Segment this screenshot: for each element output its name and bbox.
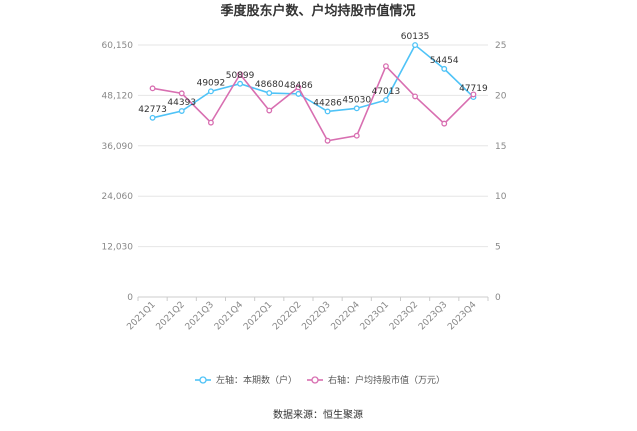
x-tick-label: 2021Q1 — [125, 300, 157, 332]
series-line-market-value — [152, 64, 474, 142]
grid-lines — [138, 44, 488, 298]
legend-item-holders[interactable]: 左轴：本期数（户） — [195, 374, 297, 386]
right-tick-label: 20 — [495, 91, 507, 101]
left-tick-label: 60,150 — [102, 41, 134, 51]
left-tick-label: 24,060 — [102, 192, 134, 202]
left-axis-ticks: 0 12,030 24,060 36,090 48,120 60,150 — [102, 41, 134, 303]
left-tick-label: 12,030 — [102, 243, 134, 253]
data-point — [237, 71, 244, 78]
right-tick-label: 5 — [495, 243, 501, 253]
data-point — [382, 97, 389, 103]
data-point — [295, 90, 302, 97]
legend-label: 右轴：户均持股市值（万元） — [328, 374, 445, 386]
data-point — [441, 120, 448, 127]
data-point — [207, 88, 214, 95]
right-tick-label: 15 — [495, 142, 506, 152]
left-tick-label: 0 — [127, 293, 133, 303]
legend-marker-icon — [199, 376, 207, 384]
data-point — [324, 108, 331, 115]
data-point — [149, 85, 156, 92]
legend[interactable]: 左轴：本期数（户） 右轴：户均持股市值（万元） — [195, 374, 445, 386]
x-tick-label: 2023Q3 — [417, 300, 449, 332]
data-label: 44393 — [167, 98, 196, 108]
data-point — [382, 63, 389, 70]
x-tick-label: 2021Q4 — [213, 300, 246, 333]
x-tick-label: 2022Q3 — [300, 300, 332, 332]
data-label: 44286 — [313, 98, 342, 108]
data-point — [470, 91, 477, 98]
data-label: 45030 — [342, 95, 371, 105]
data-point — [266, 90, 273, 97]
series-line-holders — [152, 43, 474, 119]
right-axis-ticks: 0 5 10 15 20 25 — [495, 41, 507, 303]
data-point — [178, 90, 185, 97]
left-tick-label: 48,120 — [102, 91, 134, 101]
data-label: 50899 — [226, 71, 255, 81]
right-tick-label: 10 — [495, 192, 507, 202]
data-label: 48486 — [284, 81, 313, 91]
legend-label: 左轴：本期数（户） — [216, 374, 297, 386]
right-tick-label: 25 — [495, 41, 506, 51]
x-tick-label: 2023Q4 — [446, 300, 479, 333]
data-label: 60135 — [401, 32, 430, 42]
data-point — [353, 132, 360, 139]
x-tick-label: 2022Q2 — [271, 300, 303, 332]
source-note: 数据来源：恒生聚源 — [273, 408, 363, 421]
left-tick-label: 36,090 — [102, 142, 134, 152]
x-tick-label: 2021Q3 — [184, 300, 216, 332]
right-tick-label: 0 — [495, 293, 501, 303]
data-point — [266, 107, 273, 114]
x-tick-label: 2023Q2 — [388, 300, 420, 332]
data-point — [441, 65, 448, 72]
legend-marker-icon — [311, 376, 319, 384]
x-tick-label: 2023Q1 — [359, 300, 391, 332]
data-point — [353, 105, 360, 112]
legend-item-market-value[interactable]: 右轴：户均持股市值（万元） — [307, 374, 445, 386]
data-label: 47013 — [372, 87, 401, 97]
data-point — [324, 137, 331, 144]
x-tick-label: 2021Q2 — [155, 300, 187, 332]
data-point — [412, 93, 419, 100]
data-label: 54454 — [430, 56, 459, 66]
chart-title: 季度股东户数、户均持股市值情况 — [219, 3, 415, 19]
x-tick-label: 2022Q1 — [242, 300, 274, 332]
x-axis-ticks: 2021Q12021Q22021Q32021Q42022Q12022Q22022… — [125, 297, 489, 333]
data-label: 47719 — [459, 84, 488, 94]
data-point — [178, 108, 185, 114]
data-point — [149, 114, 156, 121]
data-label: 42773 — [138, 105, 167, 115]
x-tick-label: 2022Q4 — [330, 300, 363, 333]
data-point — [412, 42, 419, 49]
data-point — [207, 119, 214, 126]
data-point — [237, 80, 244, 87]
series-layer — [149, 42, 477, 144]
data-point — [295, 84, 302, 91]
data-label: 49092 — [197, 78, 226, 88]
data-label: 48680 — [255, 80, 284, 90]
